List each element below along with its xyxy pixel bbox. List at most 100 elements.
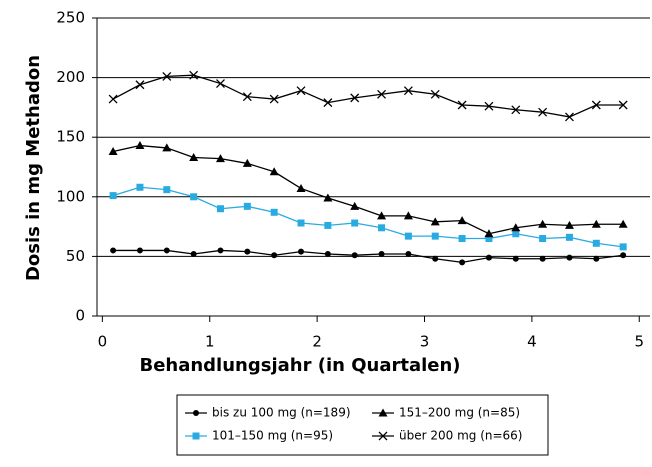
marker	[269, 167, 279, 176]
marker	[459, 259, 466, 266]
marker	[618, 100, 628, 110]
marker	[109, 192, 117, 200]
marker	[192, 432, 200, 440]
marker	[351, 252, 358, 259]
marker	[243, 202, 251, 210]
marker	[458, 235, 466, 243]
marker	[216, 79, 225, 89]
legend-label: über 200 mg (n=66)	[399, 429, 523, 443]
marker	[430, 217, 440, 226]
marker	[162, 143, 172, 152]
marker	[162, 71, 172, 81]
marker	[296, 183, 306, 192]
marker	[189, 152, 199, 161]
y-tick-label: 150	[56, 128, 85, 146]
y-tick-label: 100	[56, 187, 85, 205]
marker	[297, 219, 305, 227]
marker	[591, 219, 601, 228]
marker	[619, 243, 627, 251]
marker	[108, 147, 118, 156]
marker	[485, 235, 493, 243]
marker	[110, 247, 117, 254]
x-tick-label: 4	[527, 333, 537, 351]
series-line	[112, 74, 624, 118]
marker	[405, 251, 412, 258]
legend-label: 101–150 mg (n=95)	[212, 429, 333, 443]
marker	[512, 230, 520, 238]
marker	[217, 247, 224, 254]
marker	[324, 251, 331, 258]
marker	[432, 255, 439, 262]
x-tick-label: 5	[634, 333, 644, 351]
marker	[135, 80, 145, 90]
marker	[511, 105, 521, 115]
marker	[592, 239, 600, 247]
marker	[108, 94, 118, 104]
marker	[485, 254, 492, 261]
marker	[136, 183, 144, 191]
marker	[189, 70, 199, 80]
legend-label: bis zu 100 mg (n=189)	[212, 406, 351, 420]
marker	[135, 141, 145, 150]
marker	[593, 255, 600, 262]
marker	[377, 89, 387, 99]
legend-label: 151–200 mg (n=85)	[399, 406, 520, 420]
series-line	[113, 249, 624, 264]
x-tick-label: 2	[312, 333, 322, 351]
marker	[565, 233, 573, 241]
legend-box	[176, 394, 549, 456]
marker	[244, 248, 251, 255]
marker	[270, 208, 278, 216]
marker	[269, 94, 279, 104]
x-tick-label: 3	[420, 333, 430, 351]
marker	[350, 201, 360, 210]
marker	[618, 219, 628, 228]
marker	[511, 223, 521, 232]
y-tick-label: 0	[75, 307, 85, 325]
marker	[378, 224, 386, 232]
x-tick-label: 1	[205, 333, 215, 351]
y-tick-label: 250	[56, 9, 85, 27]
marker	[430, 89, 440, 99]
marker	[190, 193, 198, 201]
marker	[484, 101, 494, 111]
marker	[163, 186, 171, 194]
y-tick-label: 200	[56, 68, 85, 86]
marker	[512, 255, 519, 262]
marker	[216, 205, 224, 213]
marker	[403, 86, 413, 96]
marker	[620, 252, 627, 259]
marker	[323, 193, 333, 202]
marker	[431, 232, 439, 240]
marker	[136, 247, 143, 254]
series-line	[112, 186, 624, 248]
marker	[298, 248, 305, 255]
marker	[163, 247, 170, 254]
marker	[565, 112, 574, 122]
marker	[378, 431, 388, 441]
marker	[566, 254, 573, 261]
marker	[539, 255, 546, 262]
marker	[242, 92, 252, 102]
marker	[190, 251, 197, 258]
x-tick-label: 0	[98, 333, 108, 351]
marker	[457, 100, 467, 110]
marker	[538, 219, 548, 228]
marker	[350, 93, 360, 103]
marker	[457, 216, 467, 225]
marker	[403, 211, 413, 220]
marker	[324, 221, 332, 229]
series-line	[112, 144, 624, 235]
marker	[323, 98, 333, 108]
x-axis-title: Behandlungsjahr (in Quartalen)	[139, 355, 460, 376]
marker	[404, 232, 412, 240]
marker	[377, 211, 387, 220]
marker	[296, 86, 306, 96]
marker	[538, 107, 548, 117]
marker	[271, 252, 278, 259]
marker	[591, 100, 601, 110]
marker	[351, 219, 359, 227]
marker	[378, 408, 388, 417]
y-axis-title: Dosis in mg Methadon	[23, 55, 44, 281]
